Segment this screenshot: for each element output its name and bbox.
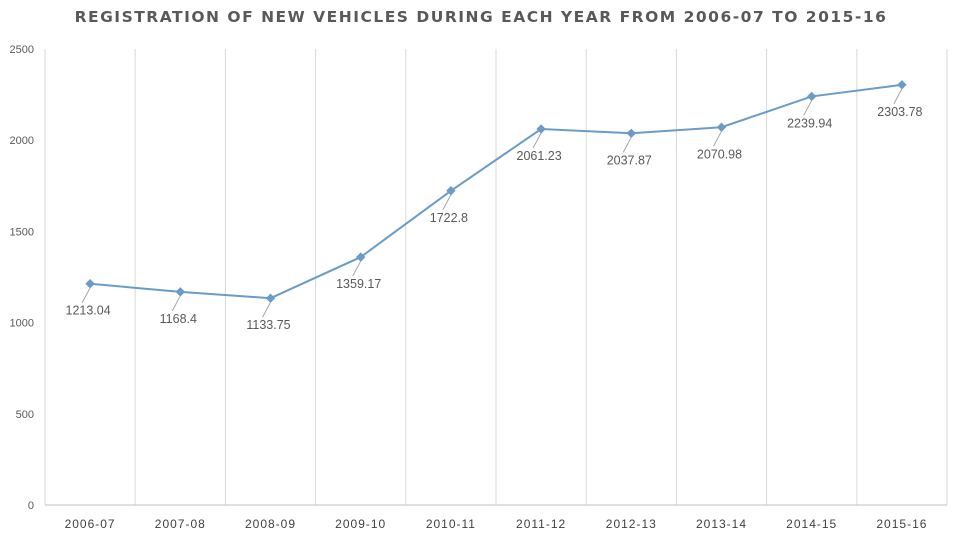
x-tick-label: 2015-16 [876, 517, 927, 531]
data-point [626, 128, 637, 138]
x-tick-label: 2010-11 [426, 517, 476, 531]
x-tick-label: 2007-08 [155, 517, 206, 531]
data-label-leader [352, 260, 362, 277]
data-label: 1168.4 [160, 312, 197, 326]
x-tick-label: 2014-15 [786, 517, 837, 531]
y-tick-label: 2000 [10, 135, 34, 147]
data-label: 1213.04 [66, 304, 111, 318]
x-tick-label: 2011-12 [516, 517, 566, 531]
data-point [806, 91, 817, 102]
data-label: 1722.8 [430, 211, 468, 225]
series-line [90, 83, 903, 300]
data-label: 2037.87 [607, 153, 652, 167]
x-tick-label: 2009-10 [335, 517, 386, 531]
data-label: 2303.78 [877, 105, 922, 119]
data-point [175, 287, 186, 297]
data-label-leader [442, 194, 452, 210]
x-tick-label: 2013-14 [696, 517, 747, 531]
data-label: 1133.75 [246, 318, 290, 332]
y-tick-label: 1500 [10, 226, 34, 238]
data-label-leader [262, 301, 271, 318]
data-label: 1359.17 [336, 277, 381, 291]
x-tick-label: 2006-07 [65, 517, 116, 531]
y-tick-label: 0 [28, 500, 34, 512]
data-label-leader [713, 131, 722, 147]
data-point [265, 293, 276, 303]
data-point [85, 279, 95, 289]
y-tick-label: 2500 [10, 44, 34, 56]
data-label-leader [171, 295, 181, 312]
data-label-leader [893, 88, 903, 105]
data-label-leader [803, 100, 813, 116]
y-tick-label: 1000 [10, 318, 34, 330]
data-label: 2061.23 [517, 149, 562, 163]
data-label: 2239.94 [787, 116, 832, 130]
data-label-leader [81, 287, 91, 303]
data-label-leader [532, 132, 542, 149]
data-label: 2070.98 [697, 147, 742, 161]
x-tick-label: 2008-09 [245, 517, 296, 531]
data-point [716, 122, 727, 132]
data-point [897, 80, 907, 90]
chart-title: REGISTRATION OF NEW VEHICLES DURING EACH… [74, 8, 888, 26]
x-tick-label: 2012-13 [606, 517, 657, 531]
data-label-leader [622, 137, 632, 153]
y-tick-label: 500 [16, 409, 34, 421]
